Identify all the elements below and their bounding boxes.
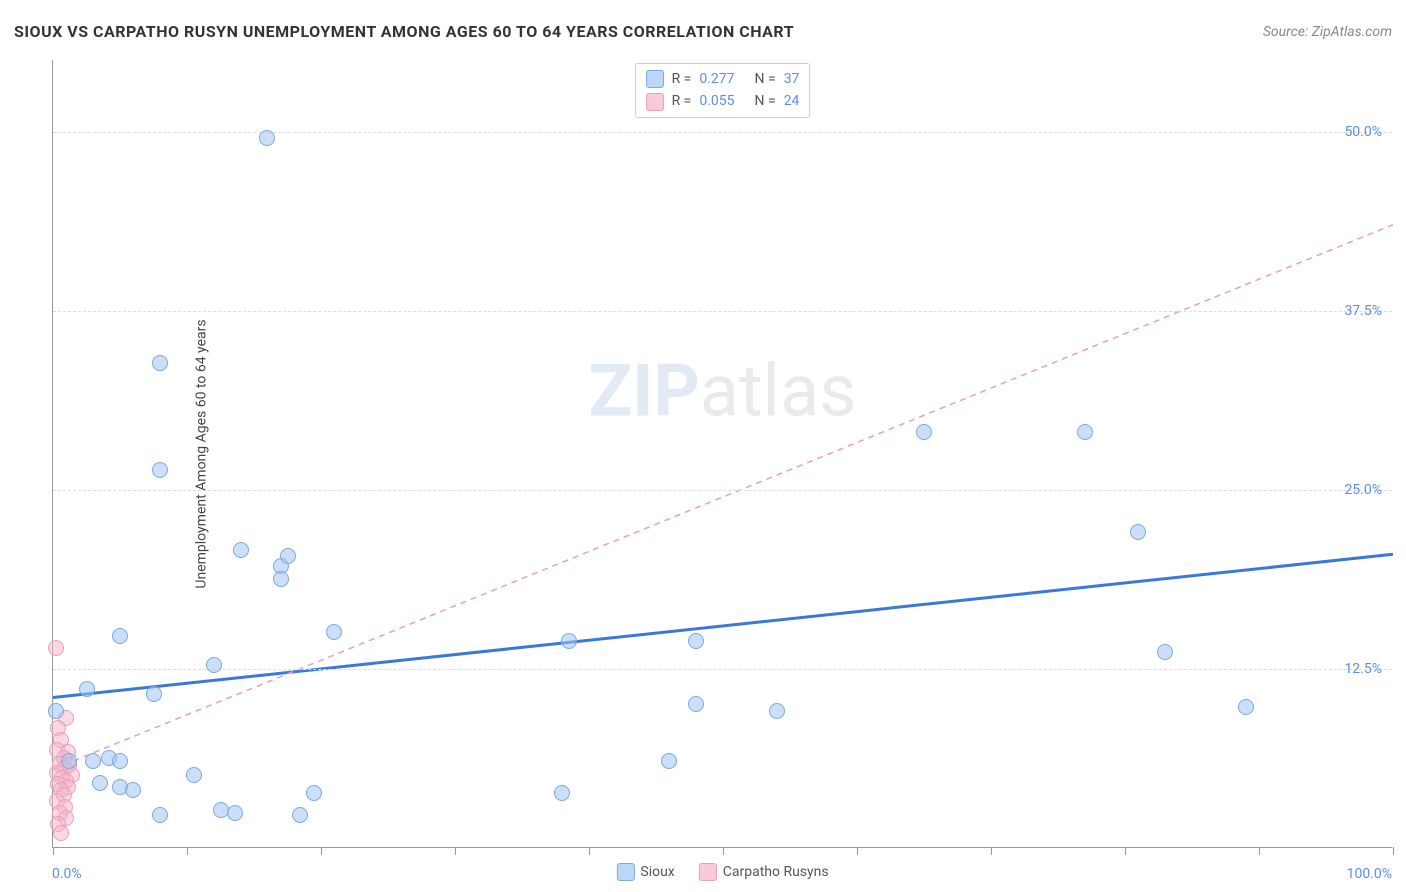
point-sioux bbox=[227, 805, 243, 821]
point-sioux bbox=[1157, 644, 1173, 660]
point-sioux bbox=[1238, 699, 1254, 715]
x-tick bbox=[1259, 847, 1260, 855]
point-sioux bbox=[1130, 524, 1146, 540]
swatch-blue-icon bbox=[646, 70, 664, 88]
n-value: 24 bbox=[784, 90, 800, 112]
n-value: 37 bbox=[784, 68, 800, 90]
point-sioux bbox=[1077, 424, 1093, 440]
point-sioux bbox=[213, 802, 229, 818]
point-sioux bbox=[273, 571, 289, 587]
point-sioux bbox=[561, 633, 577, 649]
gridline bbox=[53, 669, 1392, 670]
point-sioux bbox=[152, 462, 168, 478]
x-tick bbox=[1393, 847, 1394, 855]
x-tick bbox=[455, 847, 456, 855]
x-tick bbox=[53, 847, 54, 855]
trendline-carpatho bbox=[53, 225, 1393, 769]
point-sioux bbox=[259, 130, 275, 146]
gridline bbox=[53, 132, 1392, 133]
x-tick bbox=[187, 847, 188, 855]
legend-label: Sioux bbox=[640, 864, 674, 880]
legend-item: Sioux bbox=[616, 863, 674, 881]
point-sioux bbox=[146, 686, 162, 702]
stats-row: R = 0.055 N = 24 bbox=[646, 90, 800, 112]
n-label: N = bbox=[755, 68, 776, 90]
r-label: R = bbox=[672, 90, 692, 112]
point-sioux bbox=[306, 785, 322, 801]
point-carpatho bbox=[53, 825, 69, 841]
x-axis-min-label: 0.0% bbox=[52, 866, 82, 882]
point-carpatho bbox=[48, 640, 64, 656]
x-tick bbox=[1125, 847, 1126, 855]
y-tick-label: 37.5% bbox=[1344, 303, 1382, 319]
trendlines-svg bbox=[53, 60, 1393, 848]
point-sioux bbox=[112, 628, 128, 644]
point-sioux bbox=[79, 681, 95, 697]
x-tick bbox=[857, 847, 858, 855]
plot-area: Unemployment Among Ages 60 to 64 years Z… bbox=[52, 60, 1392, 848]
point-sioux bbox=[280, 548, 296, 564]
swatch-blue-icon bbox=[616, 863, 634, 881]
x-tick bbox=[321, 847, 322, 855]
watermark: ZIPatlas bbox=[589, 348, 857, 433]
point-sioux bbox=[152, 355, 168, 371]
point-sioux bbox=[326, 624, 342, 640]
point-sioux bbox=[112, 753, 128, 769]
x-tick bbox=[589, 847, 590, 855]
point-sioux bbox=[206, 657, 222, 673]
gridline bbox=[53, 311, 1392, 312]
chart-title: SIOUX VS CARPATHO RUSYN UNEMPLOYMENT AMO… bbox=[14, 22, 794, 41]
x-tick bbox=[991, 847, 992, 855]
point-sioux bbox=[554, 785, 570, 801]
swatch-pink-icon bbox=[699, 863, 717, 881]
point-sioux bbox=[152, 807, 168, 823]
point-sioux bbox=[688, 696, 704, 712]
n-label: N = bbox=[755, 90, 776, 112]
point-sioux bbox=[85, 753, 101, 769]
point-sioux bbox=[186, 767, 202, 783]
swatch-pink-icon bbox=[646, 93, 664, 111]
trendline-sioux bbox=[53, 554, 1393, 697]
gridline bbox=[53, 490, 1392, 491]
point-sioux bbox=[233, 542, 249, 558]
y-axis-label: Unemployment Among Ages 60 to 64 years bbox=[194, 319, 210, 588]
stats-row: R = 0.277 N = 37 bbox=[646, 68, 800, 90]
point-sioux bbox=[48, 703, 64, 719]
series-legend: Sioux Carpatho Rusyns bbox=[616, 863, 828, 881]
legend-item: Carpatho Rusyns bbox=[699, 863, 829, 881]
r-label: R = bbox=[672, 68, 692, 90]
point-sioux bbox=[661, 753, 677, 769]
y-tick-label: 12.5% bbox=[1344, 661, 1382, 677]
point-sioux bbox=[125, 782, 141, 798]
r-value: 0.055 bbox=[699, 90, 734, 112]
y-tick-label: 50.0% bbox=[1344, 124, 1382, 140]
stats-legend: R = 0.277 N = 37 R = 0.055 N = 24 bbox=[635, 63, 811, 118]
point-sioux bbox=[916, 424, 932, 440]
point-sioux bbox=[292, 807, 308, 823]
x-axis-max-label: 100.0% bbox=[1347, 866, 1392, 882]
r-value: 0.277 bbox=[699, 68, 734, 90]
point-sioux bbox=[92, 775, 108, 791]
point-sioux bbox=[61, 753, 77, 769]
point-sioux bbox=[688, 633, 704, 649]
source-label: Source: ZipAtlas.com bbox=[1263, 24, 1392, 40]
y-tick-label: 25.0% bbox=[1344, 482, 1382, 498]
x-tick bbox=[723, 847, 724, 855]
legend-label: Carpatho Rusyns bbox=[723, 864, 829, 880]
point-sioux bbox=[769, 703, 785, 719]
